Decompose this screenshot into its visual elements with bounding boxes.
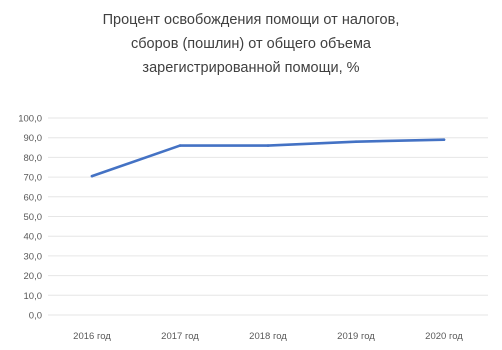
- data-point: [178, 144, 182, 147]
- gridlines: [48, 117, 488, 316]
- y-tick-label: 30,0: [24, 251, 43, 262]
- y-tick-label: 90,0: [24, 133, 43, 144]
- y-tick-label: 60,0: [24, 192, 43, 203]
- chart-title: Процент освобождения помощи от налогов, …: [0, 8, 502, 80]
- x-tick-label: 2017 год: [161, 331, 199, 342]
- y-tick-label: 100,0: [18, 114, 42, 125]
- series-layer: [90, 138, 446, 178]
- data-point: [442, 138, 446, 141]
- y-tick-label: 10,0: [24, 291, 43, 302]
- x-tick-label: 2020 год: [425, 331, 463, 342]
- x-axis-ticks: 2016 год 2017 год 2018 год 2019 год 2020 год: [73, 331, 463, 342]
- y-tick-label: 20,0: [24, 271, 43, 282]
- chart-title-line-2: сборов (пошлин) от общего объема: [130, 36, 371, 52]
- y-tick-label: 80,0: [24, 153, 43, 164]
- data-point: [266, 144, 270, 147]
- chart-title-line-1: Процент освобождения помощи от налогов,: [102, 12, 400, 28]
- chart-title-line-3: зарегистрированной помощи, %: [142, 60, 360, 76]
- data-point: [354, 140, 358, 143]
- y-tick-label: 70,0: [24, 173, 43, 184]
- x-tick-label: 2019 год: [337, 331, 375, 342]
- y-tick-label: 0,0: [29, 311, 42, 322]
- data-point: [90, 174, 94, 178]
- y-tick-label: 40,0: [24, 232, 43, 243]
- x-tick-label: 2018 год: [249, 331, 287, 342]
- y-tick-label: 50,0: [24, 212, 43, 223]
- x-tick-label: 2016 год: [73, 331, 111, 342]
- y-axis-ticks: 0,0 10,0 20,0 30,0 40,0 50,0 60,0 70,0 80,0 90,0 1…: [18, 114, 42, 322]
